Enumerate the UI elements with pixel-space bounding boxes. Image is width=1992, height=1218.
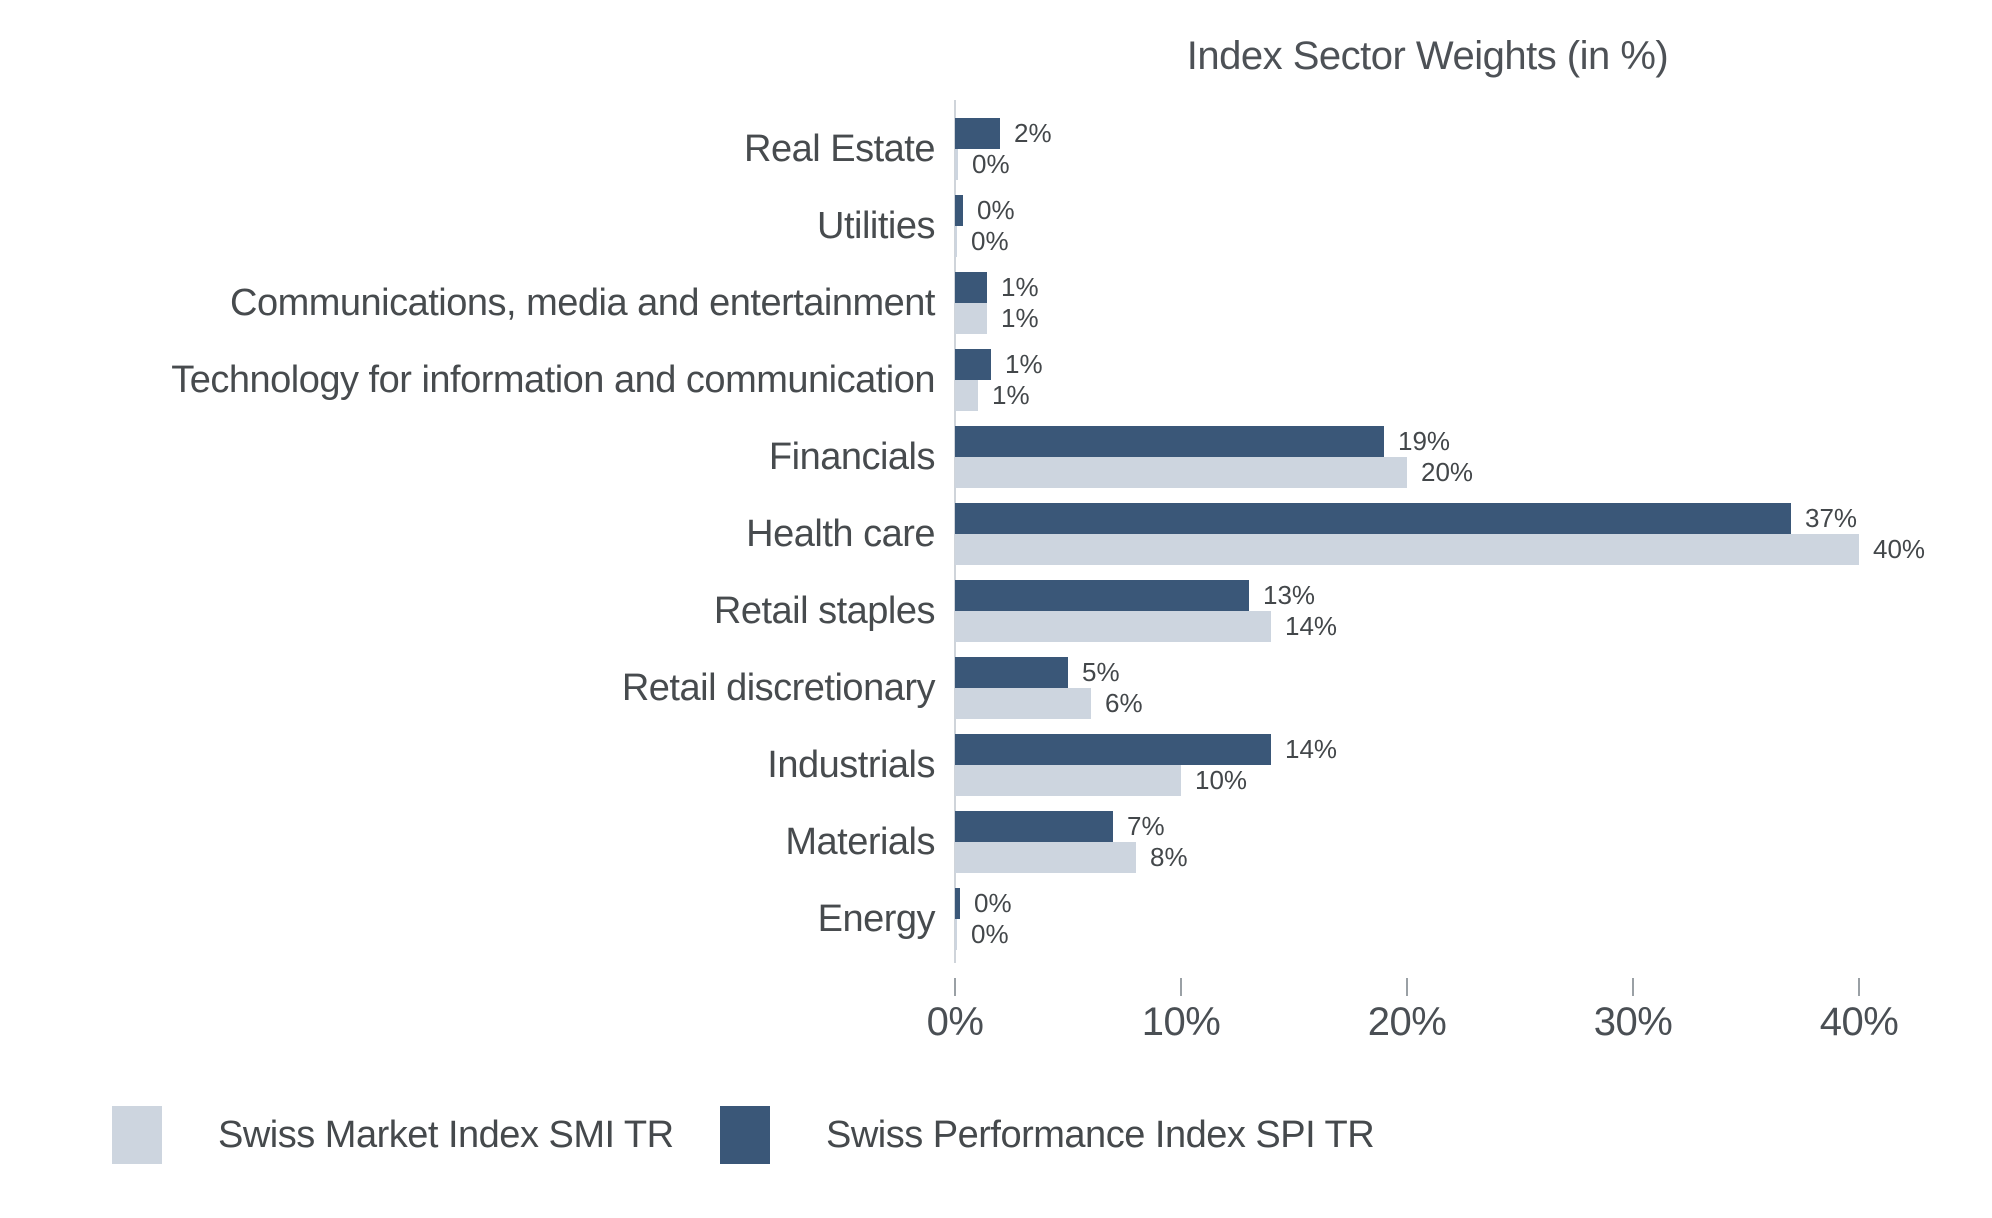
bar-spi xyxy=(955,195,963,226)
bar-value-label: 2% xyxy=(1014,118,1052,148)
legend-swatch-spi xyxy=(720,1106,770,1164)
bar-value-label: 14% xyxy=(1285,734,1338,764)
bar-smi xyxy=(955,534,1859,565)
x-axis-tick-label: 30% xyxy=(1593,1000,1673,1044)
category-label: Retail discretionary xyxy=(621,666,936,709)
bar-value-label: 1% xyxy=(1001,272,1039,302)
x-axis-tick xyxy=(1180,978,1182,996)
chart-title: Index Sector Weights (in %) xyxy=(1186,34,1669,78)
bar-value-label: 0% xyxy=(972,149,1010,179)
bar-value-label: 0% xyxy=(971,226,1009,256)
legend-label-smi: Swiss Market Index SMI TR xyxy=(218,1114,674,1156)
bar-smi xyxy=(955,457,1407,488)
legend-label-spi: Swiss Performance Index SPI TR xyxy=(826,1114,1375,1156)
category-label: Utilities xyxy=(817,204,935,247)
bar-value-label: 10% xyxy=(1195,765,1248,795)
bar-value-label: 13% xyxy=(1263,580,1316,610)
bar-smi xyxy=(955,380,978,411)
bar-value-label: 8% xyxy=(1150,842,1188,872)
bar-value-label: 6% xyxy=(1105,688,1143,718)
legend-swatch-smi xyxy=(112,1106,162,1164)
bar-value-label: 1% xyxy=(1005,349,1043,379)
category-label: Real Estate xyxy=(744,127,935,170)
bar-smi xyxy=(955,149,958,180)
bar-value-label: 20% xyxy=(1421,457,1474,487)
bar-smi xyxy=(955,842,1136,873)
bar-spi xyxy=(955,657,1068,688)
legend: Swiss Market Index SMI TR Swiss Performa… xyxy=(0,1106,1992,1166)
bar-value-label: 19% xyxy=(1398,426,1451,456)
category-label: Health care xyxy=(746,512,935,555)
category-label: Energy xyxy=(817,897,936,940)
bar-smi xyxy=(955,303,987,334)
bar-spi xyxy=(955,426,1384,457)
bar-value-label: 14% xyxy=(1285,611,1338,641)
bar-spi xyxy=(955,580,1249,611)
bar-spi xyxy=(955,272,987,303)
bar-smi xyxy=(955,688,1091,719)
bar-value-label: 40% xyxy=(1873,534,1926,564)
x-axis-tick xyxy=(1632,978,1634,996)
bar-spi xyxy=(955,811,1113,842)
bar-value-label: 5% xyxy=(1082,657,1120,687)
x-axis-tick-label: 0% xyxy=(926,1000,984,1044)
bar-value-label: 0% xyxy=(977,195,1015,225)
bar-value-label: 1% xyxy=(1001,303,1039,333)
x-axis-tick xyxy=(1406,978,1408,996)
bar-value-label: 1% xyxy=(992,380,1030,410)
bar-smi xyxy=(955,919,957,950)
category-label: Communications, media and entertainment xyxy=(230,281,936,324)
x-axis-tick xyxy=(954,978,956,996)
bar-spi xyxy=(955,888,960,919)
x-axis-tick xyxy=(1858,978,1860,996)
x-axis-tick-label: 20% xyxy=(1367,1000,1447,1044)
bar-value-label: 0% xyxy=(974,888,1012,918)
bar-smi xyxy=(955,226,957,257)
category-label: Retail staples xyxy=(713,589,936,632)
category-label: Technology for information and communica… xyxy=(171,358,935,401)
bar-value-label: 0% xyxy=(971,919,1009,949)
bar-spi xyxy=(955,503,1791,534)
bar-smi xyxy=(955,765,1181,796)
bar-value-label: 7% xyxy=(1127,811,1165,841)
category-label: Industrials xyxy=(767,743,935,786)
bar-value-label: 37% xyxy=(1805,503,1858,533)
x-axis-tick-label: 40% xyxy=(1819,1000,1899,1044)
category-label: Materials xyxy=(785,820,935,863)
bar-spi xyxy=(955,734,1271,765)
bar-smi xyxy=(955,611,1271,642)
bar-spi xyxy=(955,118,1000,149)
bar-spi xyxy=(955,349,991,380)
category-label: Financials xyxy=(768,435,936,478)
x-axis-tick-label: 10% xyxy=(1141,1000,1221,1044)
